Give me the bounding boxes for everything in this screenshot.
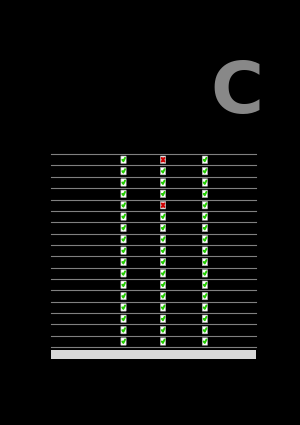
FancyBboxPatch shape bbox=[160, 258, 166, 266]
FancyBboxPatch shape bbox=[121, 190, 126, 198]
FancyBboxPatch shape bbox=[121, 201, 126, 209]
FancyBboxPatch shape bbox=[160, 224, 166, 232]
FancyBboxPatch shape bbox=[160, 247, 166, 254]
FancyBboxPatch shape bbox=[202, 190, 208, 198]
FancyBboxPatch shape bbox=[121, 167, 126, 175]
FancyBboxPatch shape bbox=[202, 247, 208, 254]
FancyBboxPatch shape bbox=[160, 190, 166, 198]
FancyBboxPatch shape bbox=[52, 351, 256, 359]
FancyBboxPatch shape bbox=[121, 304, 126, 311]
FancyBboxPatch shape bbox=[121, 235, 126, 243]
FancyBboxPatch shape bbox=[160, 167, 166, 175]
FancyBboxPatch shape bbox=[121, 258, 126, 266]
FancyBboxPatch shape bbox=[160, 269, 166, 277]
FancyBboxPatch shape bbox=[202, 235, 208, 243]
FancyBboxPatch shape bbox=[121, 292, 126, 300]
FancyBboxPatch shape bbox=[202, 292, 208, 300]
FancyBboxPatch shape bbox=[202, 315, 208, 323]
FancyBboxPatch shape bbox=[202, 167, 208, 175]
FancyBboxPatch shape bbox=[202, 326, 208, 334]
FancyBboxPatch shape bbox=[160, 179, 166, 186]
FancyBboxPatch shape bbox=[202, 156, 208, 164]
FancyBboxPatch shape bbox=[202, 224, 208, 232]
FancyBboxPatch shape bbox=[121, 247, 126, 254]
FancyBboxPatch shape bbox=[121, 281, 126, 289]
FancyBboxPatch shape bbox=[121, 156, 126, 164]
FancyBboxPatch shape bbox=[121, 269, 126, 277]
Text: C: C bbox=[210, 59, 263, 128]
FancyBboxPatch shape bbox=[160, 213, 166, 220]
FancyBboxPatch shape bbox=[202, 179, 208, 186]
FancyBboxPatch shape bbox=[160, 304, 166, 311]
FancyBboxPatch shape bbox=[121, 179, 126, 186]
FancyBboxPatch shape bbox=[160, 338, 166, 345]
FancyBboxPatch shape bbox=[121, 213, 126, 220]
FancyBboxPatch shape bbox=[121, 224, 126, 232]
FancyBboxPatch shape bbox=[160, 201, 166, 209]
FancyBboxPatch shape bbox=[202, 213, 208, 220]
FancyBboxPatch shape bbox=[202, 281, 208, 289]
FancyBboxPatch shape bbox=[202, 338, 208, 345]
FancyBboxPatch shape bbox=[160, 235, 166, 243]
FancyBboxPatch shape bbox=[121, 326, 126, 334]
FancyBboxPatch shape bbox=[202, 304, 208, 311]
FancyBboxPatch shape bbox=[121, 338, 126, 345]
FancyBboxPatch shape bbox=[202, 201, 208, 209]
FancyBboxPatch shape bbox=[202, 269, 208, 277]
FancyBboxPatch shape bbox=[160, 292, 166, 300]
FancyBboxPatch shape bbox=[160, 281, 166, 289]
FancyBboxPatch shape bbox=[121, 315, 126, 323]
FancyBboxPatch shape bbox=[202, 258, 208, 266]
FancyBboxPatch shape bbox=[160, 315, 166, 323]
FancyBboxPatch shape bbox=[160, 156, 166, 164]
FancyBboxPatch shape bbox=[160, 326, 166, 334]
